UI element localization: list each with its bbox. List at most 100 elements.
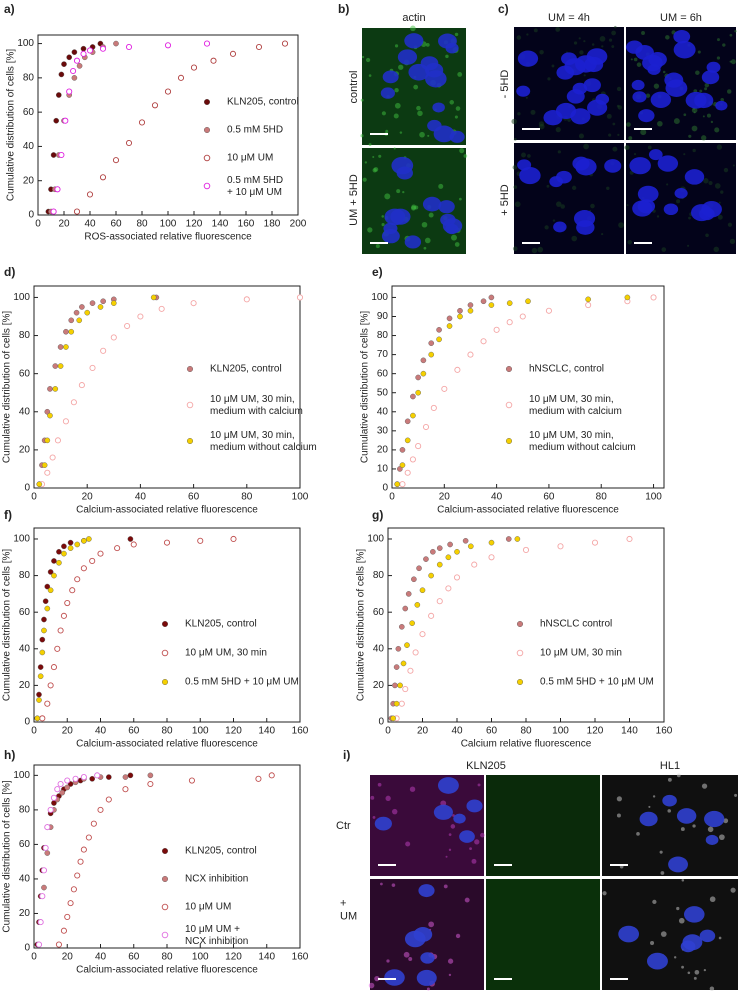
- nucleus: [516, 85, 531, 97]
- nucleus: [639, 811, 658, 827]
- legend-marker: [161, 679, 168, 686]
- legend-label: NCX inhibition: [185, 874, 248, 885]
- data-point: [626, 535, 633, 543]
- nucleus: [517, 159, 532, 171]
- speckle: [660, 931, 667, 937]
- speckle: [706, 113, 711, 118]
- speckle: [657, 120, 663, 127]
- nucleus: [425, 62, 444, 78]
- x-tick-label: 60: [543, 492, 555, 503]
- speckle: [617, 133, 620, 137]
- speckle: [391, 808, 398, 815]
- data-point: [522, 546, 530, 554]
- data-point: [519, 313, 526, 320]
- data-point: [54, 437, 61, 444]
- speckle: [676, 199, 681, 204]
- nucleus: [449, 130, 465, 143]
- speckle: [546, 184, 550, 188]
- legend-label: 0.5 mM 5HD + 10 μM UM: [540, 677, 654, 688]
- y-tick-label: 20: [19, 908, 31, 919]
- speckle: [640, 129, 647, 136]
- speckle: [386, 959, 390, 963]
- speckle: [424, 237, 431, 244]
- micrograph: [486, 879, 600, 990]
- speckle: [676, 906, 680, 911]
- data-point: [57, 363, 64, 369]
- nucleus: [396, 166, 413, 180]
- speckle: [464, 897, 470, 903]
- x-tick-label: 160: [238, 219, 255, 230]
- speckle: [718, 201, 721, 204]
- speckle: [579, 50, 584, 55]
- legend-marker: [517, 679, 524, 686]
- y-tick-label: 20: [373, 680, 385, 691]
- speckle: [526, 33, 529, 36]
- x-tick-label: 20: [62, 952, 74, 963]
- nucleus: [642, 54, 663, 72]
- x-tick-label: 60: [188, 492, 200, 503]
- data-point: [164, 88, 172, 95]
- data-point: [94, 772, 101, 779]
- nucleus: [595, 93, 610, 105]
- speckle: [469, 847, 472, 851]
- y-axis-label: Cumulative distribution of cells [%]: [360, 311, 371, 464]
- data-point: [73, 208, 81, 215]
- data-point: [66, 54, 72, 61]
- data-point: [488, 554, 495, 561]
- column-label: UM = 4h: [548, 12, 590, 24]
- x-tick-label: 0: [385, 726, 391, 737]
- y-tick-label: 20: [19, 680, 31, 691]
- data-point: [80, 774, 87, 781]
- nucleus: [626, 40, 643, 54]
- data-point: [42, 844, 49, 851]
- speckle: [601, 232, 604, 236]
- legend-label: 10 μM UM, 30 min: [185, 648, 267, 659]
- data-point: [47, 412, 53, 419]
- data-point: [39, 649, 46, 656]
- nucleus: [673, 29, 691, 44]
- data-point: [59, 789, 66, 796]
- speckle: [683, 153, 686, 156]
- nucleus: [566, 89, 585, 104]
- speckle: [601, 45, 604, 48]
- nucleus: [638, 109, 655, 123]
- speckle: [616, 86, 622, 92]
- x-tick-label: 0: [35, 219, 41, 230]
- nucleus: [422, 196, 442, 212]
- speckle: [457, 72, 463, 77]
- speckle: [448, 833, 452, 836]
- data-point: [410, 412, 416, 419]
- nucleus: [418, 884, 435, 898]
- x-tick-label: 140: [258, 952, 275, 963]
- data-point: [190, 300, 197, 307]
- speckle: [557, 150, 561, 154]
- legend-marker: [161, 621, 168, 628]
- legend-marker: [186, 438, 193, 445]
- x-tick-label: 20: [62, 726, 74, 737]
- data-point: [100, 347, 107, 354]
- speckle: [480, 832, 485, 838]
- speckle: [560, 204, 565, 209]
- data-point: [197, 537, 204, 544]
- speckle: [692, 824, 696, 828]
- scale-bar: [378, 978, 396, 980]
- speckle: [701, 783, 708, 789]
- x-tick-label: 80: [161, 952, 173, 963]
- nucleus: [706, 61, 721, 73]
- data-point: [585, 302, 592, 309]
- data-point: [54, 186, 61, 193]
- x-tick-label: 40: [491, 492, 503, 503]
- data-point: [412, 649, 419, 656]
- data-point: [397, 466, 403, 472]
- data-point: [545, 307, 552, 314]
- speckle: [703, 969, 707, 972]
- speckle: [713, 246, 720, 253]
- data-point: [415, 443, 422, 450]
- data-point: [68, 317, 75, 324]
- speckle: [455, 933, 461, 939]
- speckle: [666, 183, 669, 186]
- legend-label: 0.5 mM 5HD + 10 μM UM: [227, 175, 283, 198]
- data-point: [41, 462, 48, 468]
- data-point: [446, 315, 453, 322]
